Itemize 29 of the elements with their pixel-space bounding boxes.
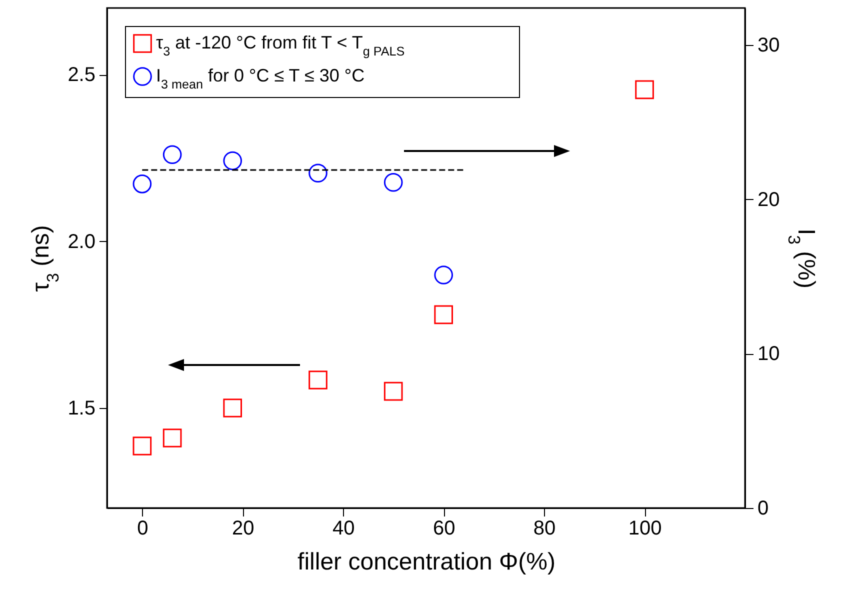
point <box>308 164 328 183</box>
x-axis-title: filler concentration Φ(%) <box>298 548 556 576</box>
point <box>434 305 453 324</box>
y-tick-label: 1.5 <box>68 398 96 420</box>
x-tick-label: 0 <box>137 518 148 540</box>
point <box>308 370 328 390</box>
x-tick-label: 20 <box>232 518 254 540</box>
point <box>384 172 403 192</box>
y-tick-label: 2.0 <box>68 230 96 253</box>
point <box>162 428 182 448</box>
x-tick-label: 80 <box>533 518 556 540</box>
y2-tick-label: 10 <box>758 343 780 366</box>
point <box>223 398 242 418</box>
point <box>162 145 182 164</box>
y2-tick-label: 0 <box>758 498 769 520</box>
x-tick-label: 60 <box>432 518 456 540</box>
point <box>132 436 152 456</box>
x-tick-label: 100 <box>628 518 662 540</box>
x-tick-label: 40 <box>332 518 355 540</box>
point <box>384 382 403 401</box>
legend-label: τ$_{3}$ at -120 °C from fit T < T$_{g PALS}$ <box>156 32 405 58</box>
y-tick-label: 2.5 <box>68 64 96 86</box>
point <box>132 174 152 194</box>
point <box>223 151 242 170</box>
y2-tick-label: 30 <box>758 34 780 57</box>
legend-label: I$_{3 mean}$ for 0 °C ≤ T ≤ 30 °C <box>156 66 365 92</box>
point <box>434 266 453 284</box>
y2-tick-label: 20 <box>758 188 780 211</box>
point <box>635 80 654 100</box>
